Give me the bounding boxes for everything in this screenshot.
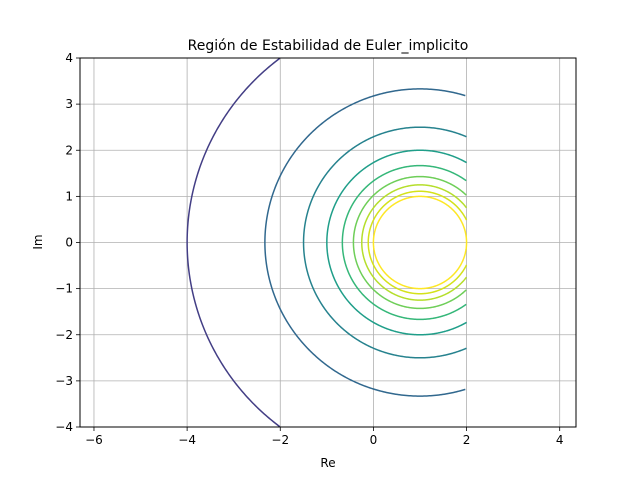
y-tick-label: −4 (55, 420, 73, 434)
contour-line-7 (361, 184, 468, 301)
contour-line-4 (326, 149, 467, 336)
y-tick-label: 3 (65, 97, 73, 111)
y-tick-label: 2 (65, 143, 73, 157)
contour-line-6 (352, 175, 467, 310)
contour-line-3 (302, 126, 467, 359)
x-tick-label: −6 (85, 433, 103, 447)
contour-line-5 (341, 164, 467, 321)
x-tick-label: −2 (271, 433, 289, 447)
contour-line-2 (264, 88, 466, 397)
contour-lines (186, 57, 468, 428)
y-tick-label: −3 (55, 374, 73, 388)
y-tick-label: 1 (65, 189, 73, 203)
contour-line-9 (372, 195, 468, 290)
contour-line-1 (186, 57, 281, 428)
x-tick-label: 0 (370, 433, 378, 447)
contour-line-8 (367, 190, 468, 295)
y-axis-label: Im (31, 234, 45, 249)
x-tick-label: −4 (178, 433, 196, 447)
y-tick-label: 0 (65, 236, 73, 250)
y-tick-label: −1 (55, 282, 73, 296)
axis-ticks: −6 −4 −2 0 2 4 −4 −3 −2 −1 0 1 2 3 4 (55, 51, 563, 447)
x-tick-label: 2 (463, 433, 471, 447)
grid (80, 57, 576, 428)
y-tick-label: −2 (55, 328, 73, 342)
chart-title: Región de Estabilidad de Euler_implicito (188, 38, 469, 54)
x-axis-label: Re (320, 456, 335, 470)
x-tick-label: 4 (556, 433, 564, 447)
y-tick-label: 4 (65, 51, 73, 65)
